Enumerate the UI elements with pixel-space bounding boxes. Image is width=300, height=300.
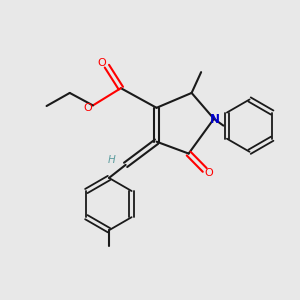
Text: H: H (107, 154, 115, 164)
Text: N: N (210, 113, 220, 127)
Text: O: O (83, 103, 92, 113)
Text: O: O (97, 58, 106, 68)
Text: O: O (204, 169, 213, 178)
